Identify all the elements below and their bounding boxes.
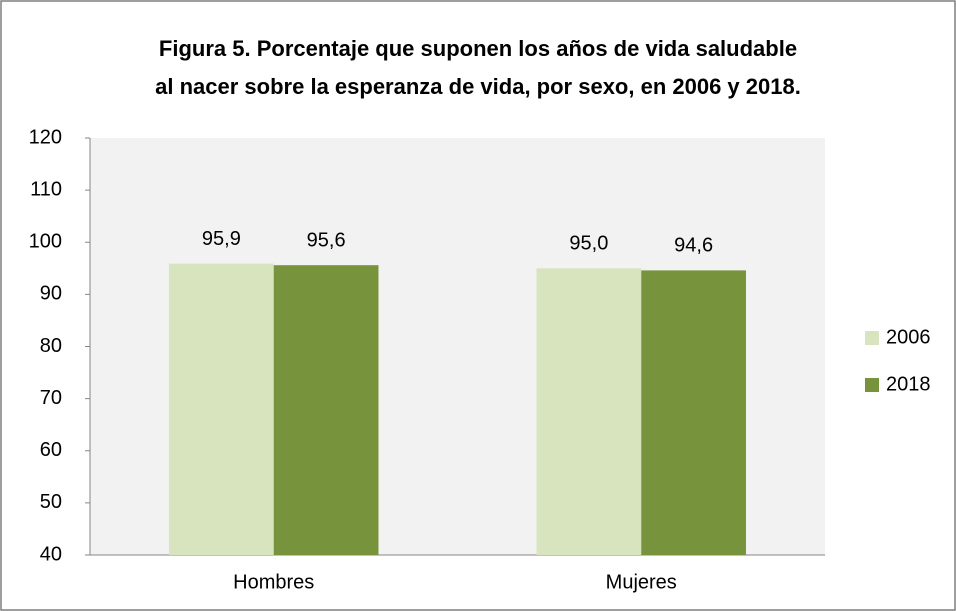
data-label: 95,6 (307, 229, 346, 251)
legend-swatch (865, 331, 879, 345)
data-label: 95,0 (569, 233, 608, 255)
legend-swatch (865, 378, 879, 392)
data-label: 95,9 (202, 228, 241, 250)
x-tick-label: Mujeres (606, 571, 677, 593)
y-tick-label: 90 (40, 283, 62, 305)
bar (536, 268, 642, 555)
x-tick-label: Hombres (233, 571, 314, 593)
bar (169, 263, 274, 555)
chart-title: Figura 5. Porcentaje que suponen los año… (159, 36, 797, 61)
legend-label: 2018 (886, 373, 931, 395)
legend-label: 2006 (886, 326, 931, 348)
y-tick-label: 60 (40, 439, 62, 461)
y-tick-label: 80 (40, 335, 62, 357)
bar (273, 265, 379, 555)
data-label: 94,6 (674, 235, 713, 257)
y-tick-label: 120 (29, 126, 62, 148)
y-tick-label: 50 (40, 491, 62, 513)
bar (641, 270, 746, 555)
chart-title: al nacer sobre la esperanza de vida, por… (155, 74, 801, 99)
y-tick-label: 110 (30, 178, 62, 200)
y-tick-label: 100 (29, 231, 62, 253)
y-tick-label: 40 (40, 543, 62, 565)
y-tick-label: 70 (40, 387, 62, 409)
